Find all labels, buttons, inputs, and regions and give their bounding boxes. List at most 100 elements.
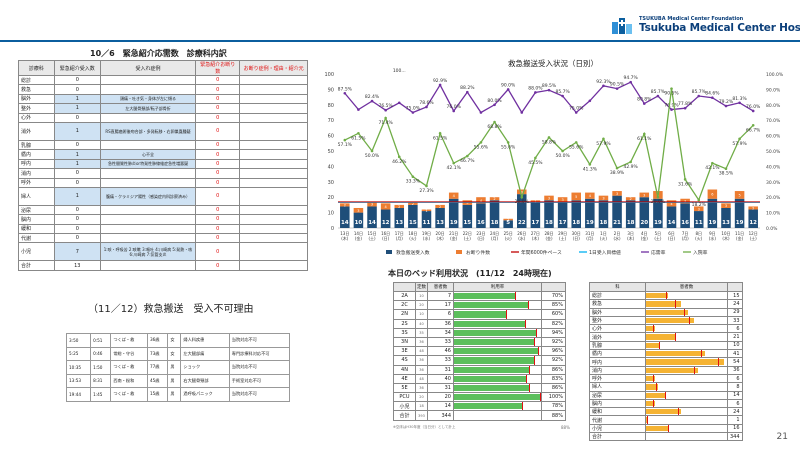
patients-row: 総診 15 — [589, 290, 743, 301]
refused-value-label: 5 — [575, 195, 577, 199]
patients-count: 29 — [727, 307, 743, 317]
dept-refused: 0 — [195, 204, 241, 216]
weekday-label: (金) — [736, 235, 744, 241]
dept-accepted: 0 — [53, 84, 101, 95]
right-axis-tick: 80.0% — [766, 103, 781, 109]
dept-cases — [99, 260, 197, 271]
dept-refusal-reason — [239, 139, 308, 151]
accepted-bar — [394, 207, 405, 228]
patients-bar — [645, 382, 728, 392]
weekday-label: (土) — [559, 235, 567, 241]
acceptance-rate-value-label: 90.0% — [501, 82, 516, 88]
bed-row: 2N 10 6 60% — [393, 309, 566, 320]
dept-name: 心外 — [18, 112, 55, 123]
patients-bar — [645, 307, 728, 317]
patients-header-cell: 患者数 — [645, 282, 728, 292]
ward-name: 小児 — [393, 401, 416, 412]
dept-refusal-reason — [239, 186, 308, 206]
dept-accepted: 0 — [53, 223, 101, 235]
accepted-value-label: 19 — [654, 220, 662, 226]
accepted-value-label: 19 — [736, 220, 744, 226]
refusal-cell: 当院対応不可 — [228, 333, 291, 348]
refusal-title: （11／12）救急搬送 受入不可理由 — [88, 304, 254, 315]
admission-rate-value-label: 55.6% — [474, 144, 489, 150]
ward-usage-bar — [453, 318, 542, 329]
bed-note-percent: 88% — [561, 425, 570, 430]
ward-patients: 14 — [427, 401, 454, 412]
dept-name: 呼外 — [18, 177, 55, 188]
dept-refused: 0 — [195, 139, 241, 151]
refusal-cell: 45歳 — [146, 373, 169, 388]
refused-value-label: 3 — [698, 207, 700, 211]
acceptance-rate-point — [642, 102, 646, 105]
admission-rate-value-label: 46.2% — [392, 159, 407, 165]
category-label: 10日 — [721, 231, 730, 236]
ward-usage-bar — [453, 355, 542, 366]
admission-rate-value-label: 57.9% — [732, 141, 747, 147]
refused-bar — [707, 189, 718, 199]
dept-refusal-reason — [239, 103, 308, 114]
weekday-label: (金) — [450, 235, 458, 241]
ward-patients: 7 — [427, 290, 454, 302]
accepted-value-label: 20 — [640, 220, 648, 226]
acceptance-rate-point — [751, 109, 755, 113]
patients-bar-marker — [659, 341, 661, 350]
bed-header-cell — [541, 282, 566, 292]
acceptance-rate-point — [479, 111, 483, 114]
acceptance-rate-value-label: 81.3% — [732, 96, 747, 102]
dept-name: 総診 — [18, 74, 55, 86]
ward-usage-percent: 92% — [541, 336, 566, 348]
dept-accepted: 1 — [53, 103, 101, 114]
patients-bar-marker — [653, 325, 655, 333]
patients-count: 8 — [727, 382, 743, 392]
patients-count: 6 — [727, 324, 743, 334]
left-axis-tick: 100 — [324, 72, 334, 78]
accepted-bar — [571, 200, 581, 228]
admission-rate-point — [520, 195, 524, 199]
dept-cases — [99, 177, 197, 188]
weekday-label: (火) — [695, 236, 703, 241]
ward-name: 3E — [393, 346, 416, 357]
refused-value-label: 3 — [521, 190, 523, 194]
ward-patients: 36 — [427, 318, 454, 329]
dept-name: 泌尿 — [18, 204, 55, 216]
dept-row: 消外 1 RS直腸癌術後吻合部・多発転移・右卵巣嚢腫疑 0 — [18, 121, 308, 141]
refused-bar — [408, 201, 418, 205]
patients-bar — [645, 315, 728, 326]
accepted-value-label: 18 — [600, 220, 608, 226]
accepted-value-label: 14 — [368, 220, 376, 226]
dept-name: 救急 — [18, 84, 55, 95]
patients-bar-fill — [646, 326, 655, 332]
accepted-value-label: 12 — [749, 220, 757, 226]
dept-row: 小児 7 1:咳・呼吸苦 2:咳嗽 3:嘔吐 4:川崎病 5:発熱・咳 6:川崎病 … — [18, 242, 308, 262]
acceptance-rate-point — [724, 104, 728, 108]
refusal-cell: 当院対応不可 — [228, 387, 291, 402]
accepted-bar — [625, 200, 636, 228]
bed-row: 5E 36 31 86% — [393, 382, 566, 394]
admission-rate-point — [656, 195, 660, 199]
patients-bar — [645, 398, 728, 409]
bed-status-title: 本日のベッド利用状況 (11/12 24時現在) — [388, 269, 552, 278]
refusal-cell: 当院対応不可 — [228, 360, 291, 375]
ward-name: 4N — [393, 364, 416, 375]
ambulance-chart: 0 0.0% 10 10.0% 20 20.0% 30 30.0% 40 40.0% 50 50.0%… — [324, 68, 783, 256]
dept-cases — [99, 233, 197, 244]
acceptance-rate-value-label: 92.3% — [596, 79, 611, 85]
accepted-bar — [380, 209, 391, 228]
dept-refused: 0 — [195, 177, 241, 188]
refusal-cell: 73歳 — [146, 346, 169, 361]
refused-bar — [639, 192, 650, 198]
patients-bar-fill — [646, 400, 655, 407]
ward-usage-fill — [454, 403, 522, 410]
right-axis-tick: 90.0% — [766, 87, 781, 93]
acceptance-rate-value-label: 85.7% — [651, 89, 666, 95]
patients-bar-marker — [689, 316, 691, 325]
ward-usage-fill — [454, 329, 536, 336]
accepted-bar — [680, 203, 690, 228]
bed-row: PCU 20 20 100% — [393, 392, 566, 403]
patients-bar-fill — [646, 351, 706, 357]
refused-value-label: 3 — [357, 209, 359, 213]
refused-bar — [380, 203, 391, 210]
dept-accepted: 1 — [53, 186, 101, 206]
bed-row: 2S 40 36 82% — [393, 318, 566, 329]
